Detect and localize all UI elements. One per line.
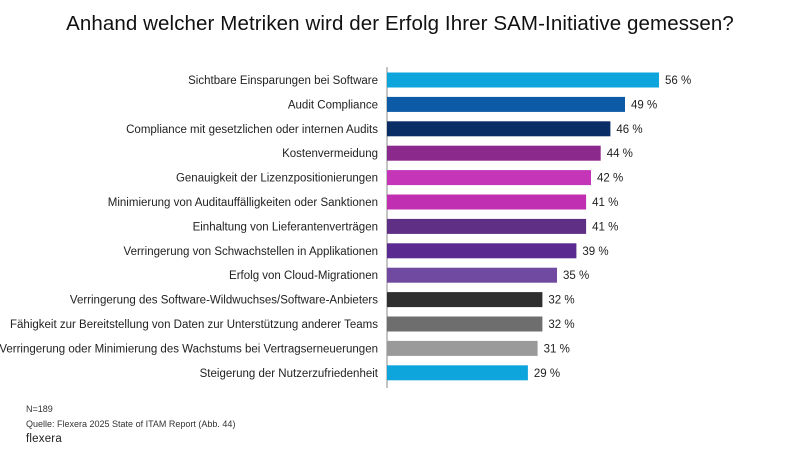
sample-size-note: N=189: [26, 404, 53, 414]
category-label-12: Verringerung oder Minimierung des Wachst…: [0, 343, 378, 355]
value-label-5: 42 %: [597, 173, 623, 185]
value-label-13: 29 %: [534, 368, 560, 380]
source-note: Quelle: Flexera 2025 State of ITAM Repor…: [26, 419, 236, 429]
category-label-11: Fähigkeit zur Bereitstellung von Daten z…: [10, 319, 378, 331]
category-label-8: Verringerung von Schwachstellen in Appli…: [124, 246, 378, 258]
category-label-6: Minimierung von Auditauffälligkeiten ode…: [108, 197, 378, 209]
bar-13: [387, 365, 528, 381]
bars-group: [387, 72, 659, 381]
bar-10: [387, 292, 543, 308]
bar-4: [387, 145, 601, 161]
category-label-5: Genauigkeit der Lizenzpositionierungen: [176, 173, 378, 185]
value-label-3: 46 %: [616, 124, 642, 136]
category-label-10: Verringerung des Software-Wildwuchses/So…: [70, 295, 378, 307]
flexera-logo: flexera: [26, 433, 62, 445]
value-label-7: 41 %: [592, 221, 618, 233]
category-label-2: Audit Compliance: [288, 99, 378, 111]
bar-11: [387, 316, 543, 332]
category-label-7: Einhaltung von Lieferantenverträgen: [193, 221, 378, 233]
value-label-9: 35 %: [563, 270, 589, 282]
value-label-6: 41 %: [592, 197, 618, 209]
chart-title: Anhand welcher Metriken wird der Erfolg …: [66, 12, 734, 35]
value-label-4: 44 %: [607, 148, 633, 160]
bar-9: [387, 267, 557, 283]
value-label-1: 56 %: [665, 75, 691, 87]
bar-3: [387, 121, 611, 137]
bar-7: [387, 218, 587, 234]
value-labels-group: 56 % 49 % 46 % 44 % 42 % 41 % 41 % 39 % 35 % 32 %…: [534, 75, 691, 380]
bar-12: [387, 340, 538, 356]
value-label-10: 32 %: [548, 295, 574, 307]
bar-8: [387, 243, 577, 259]
category-label-9: Erfolg von Cloud-Migrationen: [229, 270, 378, 282]
bar-1: [387, 72, 659, 88]
bar-5: [387, 170, 591, 186]
bar-6: [387, 194, 587, 210]
category-labels-group: Sichtbare Einsparungen bei Software Audit…: [0, 75, 379, 380]
value-label-12: 31 %: [544, 343, 570, 355]
category-label-3: Compliance mit gesetzlichen oder interne…: [126, 124, 378, 136]
category-label-1: Sichtbare Einsparungen bei Software: [188, 75, 378, 87]
category-label-4: Kostenvermeidung: [282, 148, 378, 160]
bar-2: [387, 96, 625, 112]
value-label-11: 32 %: [548, 319, 574, 331]
value-label-2: 49 %: [631, 99, 657, 111]
value-label-8: 39 %: [582, 246, 608, 258]
category-label-13: Steigerung der Nutzerzufriedenheit: [200, 368, 379, 380]
